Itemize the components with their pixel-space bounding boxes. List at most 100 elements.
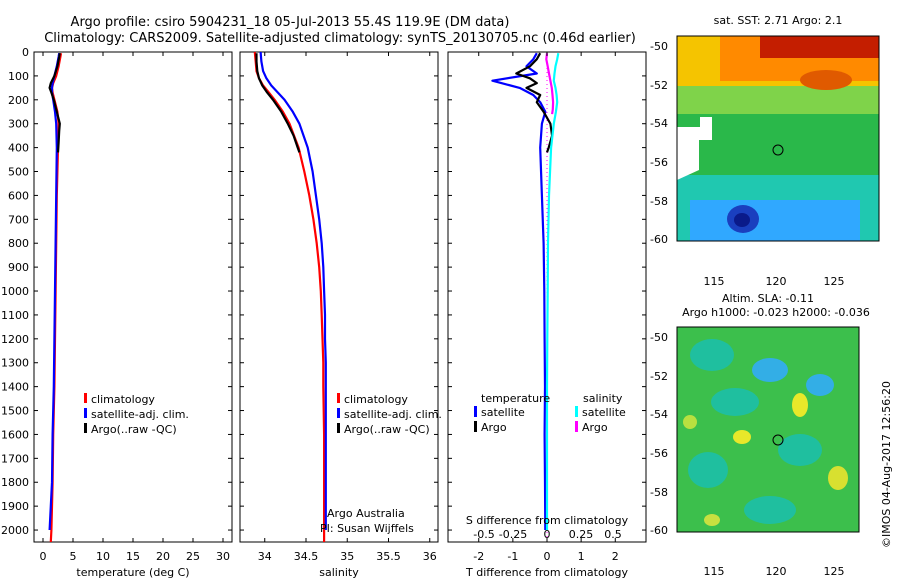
legend-swatch-climatology (337, 393, 340, 403)
sla-blob-teal (778, 434, 822, 466)
legend-swatch-argo (337, 423, 340, 433)
series-line-satellite (259, 51, 327, 530)
x-tick-label: 36 (423, 550, 437, 563)
sst-map-title: sat. SST: 2.71 Argo: 2.1 (714, 14, 843, 27)
sla-blob-cyan (752, 358, 788, 382)
salinity-x-label: salinity (319, 566, 359, 579)
difference-panel: -2 -1 0 1 2 -0.5 -0.25 0 0.25 0.5 S differen… (447, 51, 647, 579)
legend-swatch-climatology (84, 393, 87, 403)
x-tick-label: 2 (612, 550, 619, 563)
depth-tick-label: 1800 (1, 476, 29, 489)
lat-tick-label: -60 (650, 524, 668, 537)
depth-tick-label: 900 (8, 261, 29, 274)
sst-map-panel: sat. SST: 2.71 Argo: 2.1 -50 -52 -5 (650, 14, 880, 288)
depth-tick-label: 1600 (1, 428, 29, 441)
figure-title-line1: Argo profile: csiro 5904231_18 05-Jul-20… (71, 15, 510, 30)
depth-tick-label: 400 (8, 142, 29, 155)
s-tick-label: 0 (544, 528, 551, 541)
sla-argo-marker (772, 434, 784, 446)
depth-tick-label: 1500 (1, 405, 29, 418)
sla-blob-teal (711, 388, 759, 416)
legend-swatch-temp-satellite (474, 406, 477, 417)
x-tick-label: 0 (40, 550, 47, 563)
legend-label-argo: Argo(..raw -QC) (91, 423, 177, 436)
sst-lon-ticks: 115 120 125 (704, 275, 845, 288)
credit-line2: PI: Susan Wijffels (320, 522, 414, 535)
x-tick-label: 25 (186, 550, 200, 563)
depth-tick-label: 0 (22, 46, 29, 59)
x-tick-label: -1 (507, 550, 518, 563)
sla-map-field (677, 327, 859, 532)
series-line-salinity-salinity_argo (545, 53, 555, 115)
x-tick-label: -2 (473, 550, 484, 563)
depth-tick-label: 300 (8, 118, 29, 131)
sst-warm-spot (800, 70, 852, 90)
difference-series (491, 52, 560, 531)
temperature-series (48, 53, 63, 543)
difference-x-ticks: -2 -1 0 1 2 (473, 52, 619, 563)
lat-tick-label: -60 (650, 233, 668, 246)
depth-tick-label: 1300 (1, 357, 29, 370)
x-tick-label: 0 (544, 550, 551, 563)
salinity-plot-frame (239, 51, 439, 543)
lon-tick-label: 120 (766, 275, 787, 288)
s-tick-label: -0.25 (499, 528, 527, 541)
depth-tick-label: 1900 (1, 500, 29, 513)
sla-blob-cyan (806, 374, 834, 396)
depth-tick-label: 800 (8, 237, 29, 250)
salinity-legend: climatology satellite-adj. clim. Argo(..… (337, 393, 442, 436)
sst-missing-data (677, 117, 712, 180)
x-tick-label: 35.5 (376, 550, 401, 563)
depth-tick-label: 2000 (1, 524, 29, 537)
legend-heading-salinity: salinity (583, 392, 623, 405)
difference-x-label: T difference from climatology (465, 566, 628, 579)
sla-map-frame (676, 326, 860, 533)
sst-band-red (760, 36, 879, 58)
lat-tick-label: -56 (650, 156, 668, 169)
lat-tick-label: -50 (650, 331, 668, 344)
x-tick-label: 15 (126, 550, 140, 563)
legend-swatch-argo (84, 423, 87, 433)
legend-label-sal-argo: Argo (582, 421, 608, 434)
difference-legend: temperature satellite Argo salinity sate… (474, 392, 626, 434)
lat-tick-label: -50 (650, 40, 668, 53)
x-tick-label: 34.5 (294, 550, 319, 563)
temperature-x-label: temperature (deg C) (76, 566, 189, 579)
difference-y-ticks (448, 51, 646, 531)
lon-tick-label: 120 (766, 565, 787, 578)
lon-tick-label: 125 (824, 275, 845, 288)
depth-tick-label: 700 (8, 213, 29, 226)
depth-tick-label: 500 (8, 166, 29, 179)
legend-label-satellite: satellite-adj. clim. (91, 408, 189, 421)
sla-blob-teal (688, 452, 728, 488)
legend-label-climatology: climatology (91, 393, 155, 406)
x-tick-label: 5 (70, 550, 77, 563)
x-tick-label: 30 (216, 550, 230, 563)
sla-blob-yellow (792, 393, 808, 417)
legend-label-argo: Argo(..raw -QC) (344, 423, 430, 436)
sla-blob-yellow (704, 514, 720, 526)
s-tick-label: 0.25 (569, 528, 594, 541)
figure-title-line2: Climatology: CARS2009. Satellite-adjuste… (44, 31, 636, 46)
lat-tick-label: -52 (650, 79, 668, 92)
lon-tick-label: 125 (824, 565, 845, 578)
series-line-temperature-satellite (491, 52, 547, 531)
x-tick-label: 35 (340, 550, 354, 563)
sla-map-title-line1: Altim. SLA: -0.11 (722, 292, 814, 305)
legend-heading-temperature: temperature (481, 392, 550, 405)
sla-blob-yellow (828, 466, 848, 490)
lat-tick-label: -58 (650, 486, 668, 499)
depth-tick-label: 1400 (1, 381, 29, 394)
depth-tick-label: 600 (8, 189, 29, 202)
depth-tick-label: 100 (8, 70, 29, 83)
imos-timestamp: ©IMOS 04-Aug-2017 12:56:20 (880, 381, 893, 548)
legend-label-temp-argo: Argo (481, 421, 507, 434)
credit-line1: Argo Australia (327, 507, 405, 520)
sla-blob-teal (690, 339, 734, 371)
lat-tick-label: -54 (650, 117, 668, 130)
difference-s-ticks: -0.5 -0.25 0 0.25 0.5 (473, 528, 621, 541)
depth-tick-label: 1200 (1, 333, 29, 346)
legend-swatch-satellite (337, 408, 340, 418)
depth-tick-label: 1000 (1, 285, 29, 298)
